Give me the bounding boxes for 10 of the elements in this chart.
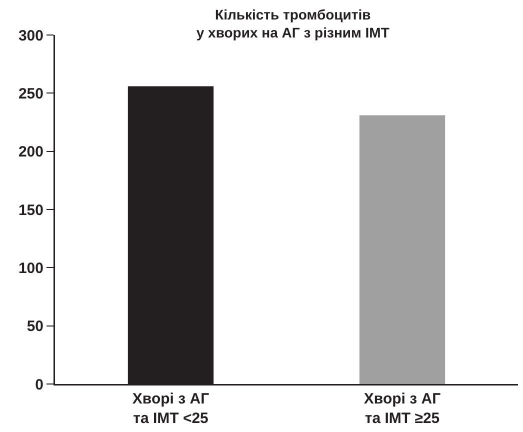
y-tick-label: 0 [35,376,44,394]
y-tick-label: 200 [18,144,44,161]
chart-title: Кількість тромбоцитів у хворих на АГ з різним ІМТ [196,6,390,41]
y-tick-label: 150 [18,202,44,219]
x-tick-label: Хворі з АГ та ІМТ ≥25 [364,390,442,427]
x-tick-label: Хворі з АГ та ІМТ <25 [132,390,210,427]
y-tick-label: 50 [26,318,44,336]
y-tick-label: 300 [18,27,44,44]
y-tick-label: 100 [18,260,44,277]
y-tick-label: 250 [18,85,44,102]
